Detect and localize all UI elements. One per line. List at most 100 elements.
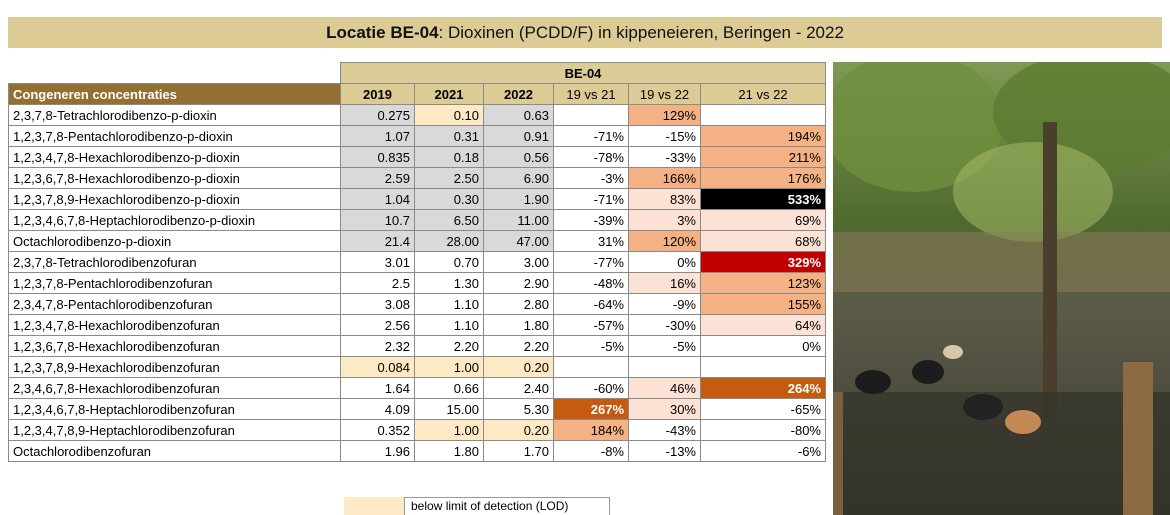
- row-label: 2,3,4,6,7,8-Hexachlorodibenzofuran: [9, 378, 341, 399]
- cell: 30%: [629, 399, 701, 420]
- cell: -39%: [554, 210, 629, 231]
- cell: 83%: [629, 189, 701, 210]
- cell: 2.20: [484, 336, 554, 357]
- cell: -71%: [554, 126, 629, 147]
- cell: 0.275: [341, 105, 415, 126]
- cell: 2.59: [341, 168, 415, 189]
- cell: -80%: [701, 420, 826, 441]
- cell: 264%: [701, 378, 826, 399]
- cell: 533%: [701, 189, 826, 210]
- cell: 46%: [629, 378, 701, 399]
- cell: 2.90: [484, 273, 554, 294]
- row-label: 1,2,3,6,7,8-Hexachlorodibenzofuran: [9, 336, 341, 357]
- cell: 6.90: [484, 168, 554, 189]
- cell: [701, 105, 826, 126]
- cell: 194%: [701, 126, 826, 147]
- cell: -60%: [554, 378, 629, 399]
- cell: 176%: [701, 168, 826, 189]
- cell: 47.00: [484, 231, 554, 252]
- cell: 0%: [629, 252, 701, 273]
- cell: -77%: [554, 252, 629, 273]
- row-label: 2,3,4,7,8-Pentachlorodibenzofuran: [9, 294, 341, 315]
- cell: 0.20: [484, 420, 554, 441]
- title-bold: Locatie BE-04: [326, 23, 438, 42]
- cell: 1.30: [415, 273, 484, 294]
- cell: 31%: [554, 231, 629, 252]
- cell: -71%: [554, 189, 629, 210]
- column-header: 19 vs 22: [629, 84, 701, 105]
- corner: [9, 63, 341, 84]
- photo: [833, 62, 1170, 515]
- cell: -5%: [554, 336, 629, 357]
- cell: 1.00: [415, 420, 484, 441]
- column-header: 2022: [484, 84, 554, 105]
- cell: -9%: [629, 294, 701, 315]
- cell: -3%: [554, 168, 629, 189]
- column-header: Congeneren concentraties: [9, 84, 341, 105]
- cell: 64%: [701, 315, 826, 336]
- cell: 0.70: [415, 252, 484, 273]
- cell: 2.80: [484, 294, 554, 315]
- cell: 3.00: [484, 252, 554, 273]
- cell: -43%: [629, 420, 701, 441]
- legend: below limit of detection (LOD): [344, 497, 610, 515]
- row-label: 1,2,3,7,8,9-Hexachlorodibenzofuran: [9, 357, 341, 378]
- cell: 129%: [629, 105, 701, 126]
- cell: 1.80: [415, 441, 484, 462]
- row-label: 1,2,3,4,6,7,8-Heptachlorodibenzo-p-dioxi…: [9, 210, 341, 231]
- cell: 0.63: [484, 105, 554, 126]
- row-label: Octachlorodibenzo-p-dioxin: [9, 231, 341, 252]
- group-header-row: BE-04: [9, 63, 826, 84]
- cell: 166%: [629, 168, 701, 189]
- cell: 1.64: [341, 378, 415, 399]
- legend-swatch: [344, 497, 404, 515]
- cell: 1.00: [415, 357, 484, 378]
- row-label: 1,2,3,6,7,8-Hexachlorodibenzo-p-dioxin: [9, 168, 341, 189]
- cell: 184%: [554, 420, 629, 441]
- row-label: 1,2,3,7,8-Pentachlorodibenzofuran: [9, 273, 341, 294]
- column-header: 2021: [415, 84, 484, 105]
- cell: 1.70: [484, 441, 554, 462]
- cell: 15.00: [415, 399, 484, 420]
- cell: 0.66: [415, 378, 484, 399]
- cell: [554, 105, 629, 126]
- cell: 155%: [701, 294, 826, 315]
- cell: 123%: [701, 273, 826, 294]
- cell: 21.4: [341, 231, 415, 252]
- cell: 0.30: [415, 189, 484, 210]
- cell: 1.10: [415, 315, 484, 336]
- column-header: 21 vs 22: [701, 84, 826, 105]
- cell: [629, 357, 701, 378]
- cell: 1.10: [415, 294, 484, 315]
- cell: 28.00: [415, 231, 484, 252]
- row-label: 1,2,3,7,8,9-Hexachlorodibenzo-p-dioxin: [9, 189, 341, 210]
- cell: 11.00: [484, 210, 554, 231]
- cell: 1.90: [484, 189, 554, 210]
- cell: 16%: [629, 273, 701, 294]
- cell: 2.5: [341, 273, 415, 294]
- legend-label: below limit of detection (LOD): [404, 497, 610, 515]
- cell: 2.56: [341, 315, 415, 336]
- row-label: 1,2,3,4,7,8-Hexachlorodibenzofuran: [9, 315, 341, 336]
- cell: 2.32: [341, 336, 415, 357]
- cell: 3.01: [341, 252, 415, 273]
- cell: -5%: [629, 336, 701, 357]
- title-bar: Locatie BE-04: Dioxinen (PCDD/F) in kipp…: [8, 17, 1162, 48]
- cell: 1.04: [341, 189, 415, 210]
- cell: 69%: [701, 210, 826, 231]
- column-header: 19 vs 21: [554, 84, 629, 105]
- cell: -13%: [629, 441, 701, 462]
